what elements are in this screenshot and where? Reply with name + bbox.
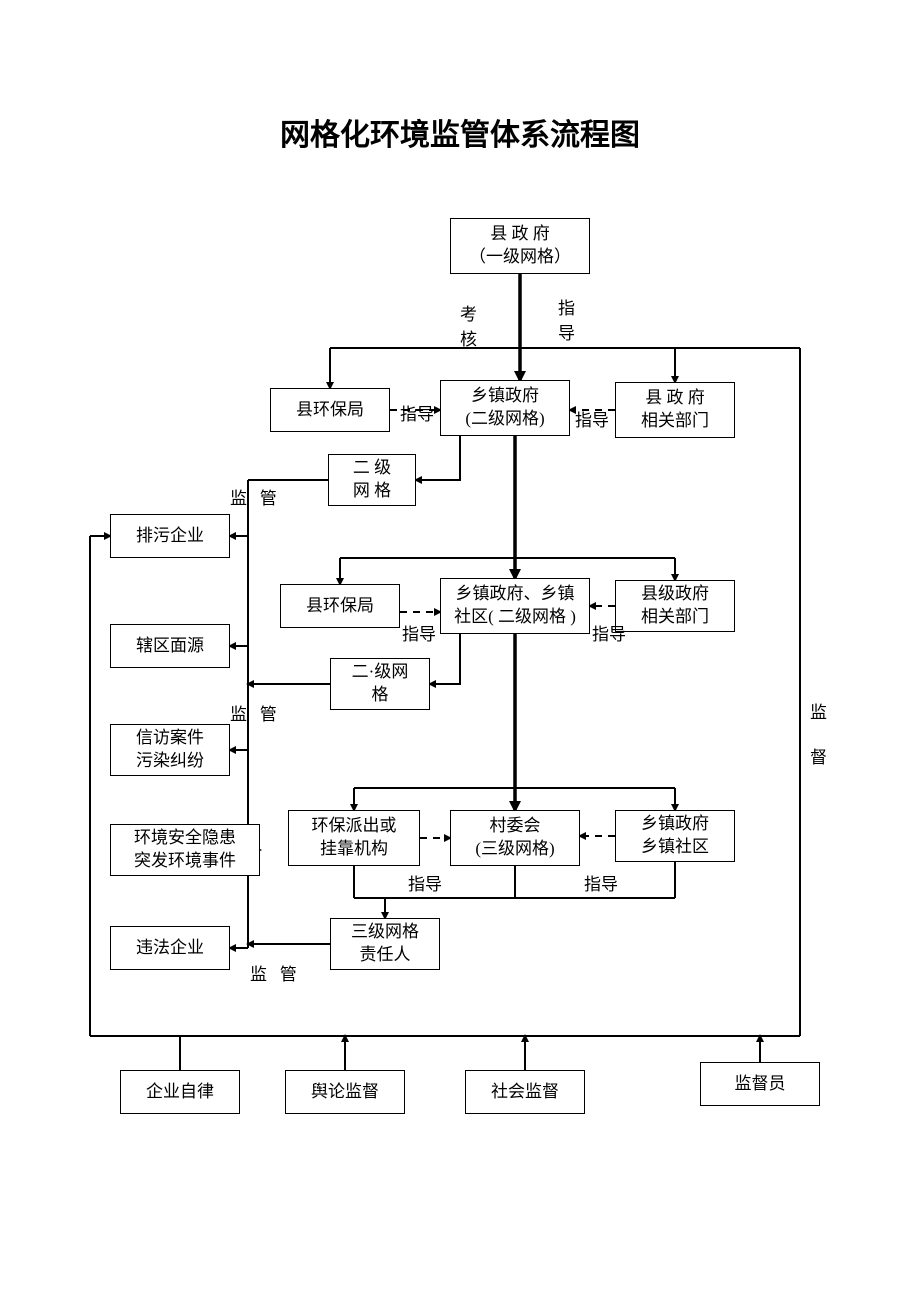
node-village: 村委会(三级网格) (450, 810, 580, 866)
label-jianguan3: 监 管 (250, 960, 297, 985)
label-kaohe: 考 核 (460, 300, 477, 350)
node-town_gov: 乡镇政府(二级网格) (440, 380, 570, 436)
node-county_gov: 县 政 府（一级网格） (450, 218, 590, 274)
node-opinion: 舆论监督 (285, 1070, 405, 1114)
node-petition: 信访案件污染纠纷 (110, 724, 230, 776)
node-supervisor: 监督员 (700, 1062, 820, 1106)
label-zhidao_r2: 指导 (592, 620, 626, 645)
node-county_dept: 县 政 府相关部门 (615, 382, 735, 438)
node-town_comm2: 乡镇政府乡镇社区 (615, 810, 735, 862)
flowchart-canvas: 网格化环境监管体系流程图 县 政 府（一级网格） 县环保局 乡镇政府(二级网格) 县 … (0, 0, 920, 1302)
node-l2_grid2: 二·级网格 (330, 658, 430, 710)
label-zhidao_l3: 指导 (408, 870, 442, 895)
node-l3_resp: 三级网格责任人 (330, 918, 440, 970)
node-county_dept2: 县级政府相关部门 (615, 580, 735, 632)
node-area_source: 辖区面源 (110, 624, 230, 668)
node-ep_agency: 环保派出或挂靠机构 (288, 810, 420, 866)
label-zhidao_l2: 指导 (402, 620, 436, 645)
node-illegal_ent: 违法企业 (110, 926, 230, 970)
label-jianguan1: 监 管 (230, 484, 277, 509)
node-town_comm: 乡镇政府、乡镇社区( 二级网格 ) (440, 578, 590, 634)
node-self_disc: 企业自律 (120, 1070, 240, 1114)
node-county_epb: 县环保局 (270, 388, 390, 432)
label-zhidao_r1: 指导 (575, 406, 609, 431)
node-env_safety: 环境安全隐患突发环境事件 (110, 824, 260, 876)
label-zhidao_r3: 指导 (584, 870, 618, 895)
node-pollute_ent: 排污企业 (110, 514, 230, 558)
label-zhidao_l1: 指导 (400, 400, 434, 425)
node-county_epb2: 县环保局 (280, 584, 400, 628)
label-jiandu: 监 督 (810, 698, 827, 768)
diagram-title: 网格化环境监管体系流程图 (0, 110, 920, 154)
node-l2_grid: 二 级网 格 (328, 454, 416, 506)
label-jianguan2: 监 管 (230, 700, 277, 725)
node-social: 社会监督 (465, 1070, 585, 1114)
label-zhidao1: 指 导 (558, 294, 575, 344)
